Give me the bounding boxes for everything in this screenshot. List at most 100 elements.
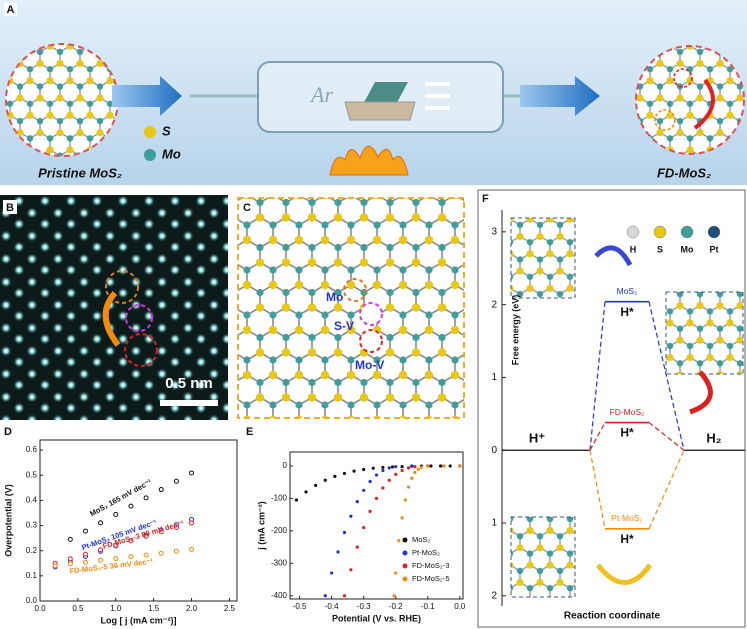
panel-label: D — [4, 426, 12, 438]
data-point — [336, 550, 340, 554]
x-tick-label: -0.1 — [421, 602, 435, 611]
data-point — [355, 500, 359, 504]
curved-arrow — [596, 563, 653, 585]
data-point — [362, 488, 366, 492]
data-point — [419, 465, 423, 469]
data-point — [406, 466, 411, 470]
y-tick-label: -200 — [271, 526, 288, 535]
state-label: H* — [620, 532, 634, 546]
data-point — [381, 465, 385, 470]
plot-frame — [39, 439, 238, 602]
legend-marker — [680, 225, 694, 239]
process-arrow — [520, 76, 600, 116]
label-box — [3, 200, 17, 214]
data-point — [397, 538, 401, 543]
data-point — [355, 545, 359, 549]
x-tick-label: -0.5 — [293, 602, 307, 611]
y-tick-label: 0 — [283, 461, 288, 470]
data-point — [381, 468, 385, 473]
y-tick-label: 2 — [491, 299, 497, 310]
series-label: FD-MoS₂ — [610, 407, 645, 417]
data-point — [442, 464, 446, 468]
data-point — [394, 571, 398, 575]
data-point — [128, 503, 134, 509]
atom-marker — [124, 333, 158, 367]
data-point — [406, 485, 411, 489]
legend-label: S — [657, 244, 663, 254]
data-point — [426, 464, 430, 468]
pristine-lattice — [5, 43, 119, 157]
data-point — [413, 470, 417, 475]
defect-lattice — [635, 45, 745, 155]
x-tick-label: 2.5 — [224, 604, 236, 613]
legend-marker — [402, 576, 408, 582]
data-point — [323, 594, 327, 598]
gas-label: Ar — [309, 82, 333, 107]
legend-marker — [402, 537, 408, 543]
y-axis-title: j (mA cm⁻²) — [256, 501, 266, 550]
caption: FD-MoS₂ — [657, 165, 711, 180]
y-tick-label: 0.0 — [26, 596, 38, 605]
state-label: H* — [620, 305, 634, 319]
data-point — [294, 498, 299, 502]
data-point — [158, 529, 164, 535]
legend-label: MoS₂ — [412, 535, 430, 544]
data-point — [113, 542, 119, 548]
data-point — [323, 478, 327, 482]
data-point — [387, 478, 391, 482]
data-point — [330, 571, 334, 575]
data-point — [374, 473, 379, 477]
x-tick-label: -0.2 — [389, 602, 403, 611]
migration-arrow — [693, 78, 715, 130]
data-point — [374, 496, 379, 501]
y-tick-label: -400 — [271, 591, 288, 600]
data-point — [413, 465, 417, 469]
data-point — [438, 464, 443, 468]
data-point — [371, 466, 375, 470]
data-point — [143, 533, 149, 539]
gas-flow — [425, 82, 450, 110]
x-tick-label: 0.0 — [454, 602, 466, 611]
panel-label: A — [7, 4, 15, 16]
data-point — [349, 568, 353, 572]
legend-label: Pt-MoS₂ — [412, 548, 440, 557]
legend-marker — [653, 225, 667, 239]
transition-line — [648, 449, 685, 530]
data-point — [189, 470, 195, 476]
legend-label: FD-MoS₂-3 — [412, 561, 450, 570]
atom-marker — [125, 304, 153, 332]
state-label: H₂ — [706, 431, 721, 446]
structure-inset — [510, 217, 576, 299]
data-point — [352, 469, 356, 473]
flame — [329, 145, 409, 176]
data-point — [113, 555, 119, 561]
y-axis-title: Overpotential (V) — [3, 484, 13, 557]
curved-arrow — [594, 245, 633, 267]
x-axis-title: Potential (V vs. RHE) — [332, 613, 421, 623]
data-point — [173, 548, 179, 554]
scale-label: 0.5 nm — [165, 375, 213, 392]
x-axis-title: Reaction coordinate — [564, 611, 661, 622]
panel-label: E — [246, 426, 253, 438]
data-point — [173, 478, 179, 484]
structure-inset — [665, 291, 744, 375]
transition-line — [589, 422, 606, 451]
y-tick-label: -100 — [271, 494, 288, 503]
data-point — [394, 472, 398, 476]
data-point — [189, 520, 195, 526]
data-point — [304, 490, 308, 494]
transition-line — [648, 301, 685, 451]
transition-line — [589, 301, 606, 451]
data-point — [333, 474, 337, 478]
data-point — [392, 594, 396, 598]
series-label: Pt-MoS₂ — [611, 513, 643, 523]
y-tick-label: 0.5 — [26, 470, 38, 479]
legend-marker — [402, 550, 408, 556]
data-point — [400, 516, 404, 520]
data-point — [362, 526, 366, 530]
x-tick-label: -0.3 — [357, 602, 371, 611]
lattice-model — [237, 197, 465, 419]
caption: Pristine MoS₂ — [38, 165, 122, 180]
state-label: H⁺ — [529, 431, 545, 446]
x-tick-label: -0.4 — [325, 602, 339, 611]
